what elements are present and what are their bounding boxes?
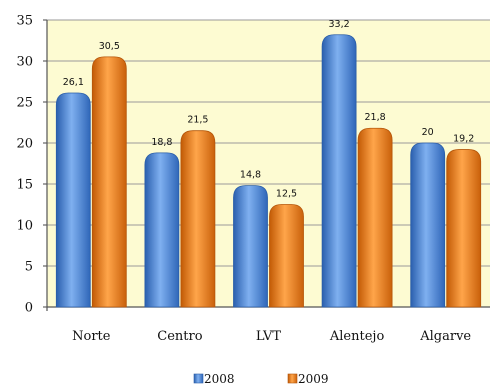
- data-label: 30,5: [99, 41, 120, 52]
- data-label: 21,8: [365, 112, 386, 123]
- data-label: 18,8: [151, 137, 172, 148]
- y-tick-label: 0: [25, 301, 33, 316]
- data-labels: 26,1 30,5 18,8 21,5 14,8 12,5 33,2 21,8 20 19,2: [63, 19, 475, 200]
- legend: 2008 2009: [193, 372, 329, 386]
- category-label-norte: Norte: [72, 329, 111, 344]
- data-label: 33,2: [329, 19, 350, 30]
- category-label-centro: Centro: [157, 329, 202, 344]
- y-tick-label: 20: [16, 137, 33, 152]
- y-tick-label: 10: [16, 219, 33, 234]
- legend-swatch-2008: [193, 373, 204, 384]
- bar-2009-lvt: [269, 204, 304, 308]
- category-label-algarve: Algarve: [419, 329, 471, 344]
- bar-2008-lvt: [233, 185, 268, 308]
- bar-2009-algarve: [446, 149, 482, 308]
- y-tick-label: 35: [16, 14, 33, 29]
- category-label-alentejo: Alentejo: [329, 329, 385, 344]
- data-label: 26,1: [63, 77, 84, 88]
- y-tick-label: 25: [16, 96, 33, 111]
- bar-2009-alentejo: [357, 127, 393, 308]
- data-label: 20: [422, 127, 434, 138]
- bar-2009-centro: [180, 130, 216, 308]
- bar-2008-norte: [55, 92, 91, 308]
- y-tick-label: 5: [25, 260, 33, 275]
- legend-swatch-2009: [287, 373, 298, 384]
- legend-label-2008: 2008: [204, 372, 235, 386]
- data-label: 19,2: [453, 134, 474, 145]
- bar-2009-norte: [91, 56, 127, 308]
- bar-2008-centro: [144, 152, 180, 308]
- data-label: 12,5: [276, 189, 297, 200]
- legend-label-2009: 2009: [298, 372, 329, 386]
- y-tick-label: 30: [16, 55, 33, 70]
- y-tick-labels: 0 5 10 15 20 25 30 35: [16, 14, 33, 316]
- bar-2008-algarve: [410, 142, 446, 308]
- category-labels: Norte Centro LVT Alentejo Algarve: [72, 329, 471, 344]
- bars: [55, 34, 482, 308]
- y-tick-label: 15: [16, 178, 33, 193]
- bar-2008-alentejo: [321, 34, 357, 308]
- category-label-lvt: LVT: [256, 329, 281, 344]
- data-label: 21,5: [187, 115, 208, 126]
- data-label: 14,8: [240, 170, 261, 181]
